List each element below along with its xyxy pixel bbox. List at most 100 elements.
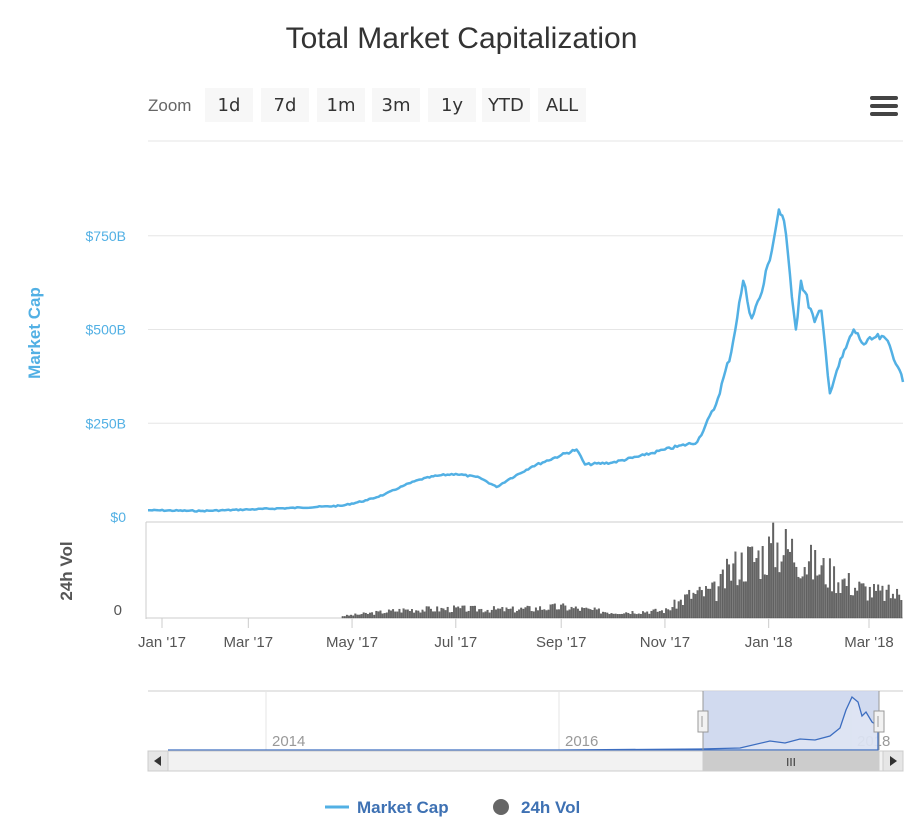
volume-bar [780, 561, 783, 619]
volume-bar [568, 609, 571, 619]
volume-bar [484, 611, 487, 619]
volume-bar [816, 575, 819, 619]
volume-bar [650, 610, 653, 619]
navigator-right-handle[interactable] [873, 710, 885, 733]
zoom-all-button[interactable]: ALL [538, 88, 586, 122]
volume-bar [539, 606, 542, 619]
scrollbar-thumb[interactable] [702, 750, 880, 772]
volume-bar [352, 615, 355, 619]
scroll-left-arrow-icon [154, 756, 161, 766]
volume-bar [566, 610, 569, 619]
volume-bar [868, 586, 871, 619]
volume-bar [784, 529, 787, 619]
volume-bar [505, 607, 508, 619]
volume-bar [824, 584, 827, 619]
volume-bar [564, 605, 567, 619]
volume-bar [757, 550, 760, 619]
volume-bar [398, 608, 401, 619]
volume-bar [881, 585, 884, 619]
x-axis-ticks: Jan '17 Mar '17 May '17 Jul '17 Sep '17 Nov '… [138, 618, 894, 651]
volume-bar [883, 600, 886, 619]
volume-bar [614, 613, 617, 619]
volume-bar [495, 609, 497, 619]
volume-bar [480, 608, 483, 619]
volume-bar [446, 606, 449, 619]
scrollbar[interactable]: III [147, 750, 904, 772]
volume-bar [799, 578, 802, 619]
volume-bar [684, 594, 686, 619]
volume-bar [597, 608, 600, 619]
volume-bar [383, 613, 386, 619]
volume-bar [455, 607, 458, 619]
volume-bar [602, 611, 605, 619]
volume-bar [696, 590, 699, 619]
volume-bar [692, 592, 695, 619]
zoom-1y-button[interactable]: 1y [428, 88, 476, 122]
volume-bar [702, 596, 705, 619]
volume-bar [864, 586, 867, 619]
navigator[interactable]: 2014 2016 2018 [148, 690, 903, 751]
y-tick-label: $750B [86, 228, 126, 244]
navigator-left-handle[interactable] [697, 710, 709, 733]
chart-menu-icon[interactable] [870, 96, 898, 120]
volume-bar [406, 609, 409, 619]
zoom-label: Zoom [148, 96, 192, 115]
legend-volume-label[interactable]: 24h Vol [521, 798, 580, 817]
market-cap-line [148, 208, 905, 513]
volume-bar [726, 558, 728, 619]
volume-bar [852, 595, 854, 619]
volume-bar [814, 550, 817, 619]
volume-bar [604, 612, 607, 619]
volume-bar [654, 608, 657, 619]
volume-bar [740, 552, 743, 619]
volume-bar [639, 613, 642, 619]
zoom-1m-button[interactable]: 1m [317, 88, 365, 122]
volume-bar [520, 607, 523, 619]
volume-bar [677, 601, 680, 619]
volume-bar [847, 573, 850, 619]
legend-market-cap-label[interactable]: Market Cap [357, 798, 449, 817]
volume-bar [534, 607, 537, 619]
volume-bar [673, 599, 676, 619]
volume-bar [448, 612, 451, 619]
volume-bar [885, 589, 888, 619]
zoom-7d-button[interactable]: 7d [261, 88, 309, 122]
chart-title: Total Market Capitalization [285, 22, 638, 55]
zoom-3m-button[interactable]: 3m [372, 88, 420, 122]
volume-bar [749, 547, 752, 619]
volume-bar [572, 608, 575, 619]
volume-bar [839, 593, 842, 619]
volume-bar [747, 546, 749, 619]
volume-bar [776, 542, 779, 619]
volume-bar [474, 605, 476, 619]
zoom-ytd-button[interactable]: YTD [482, 88, 530, 122]
volume-bar [476, 611, 479, 619]
x-tick-label: Mar '18 [844, 634, 894, 651]
volume-bar [818, 574, 821, 619]
volume-bar [526, 605, 529, 619]
volume-bar [499, 608, 502, 619]
volume-bar [793, 562, 796, 619]
volume-bar [444, 610, 447, 619]
x-tick-label: Nov '17 [640, 634, 690, 651]
volume-bar [778, 572, 781, 619]
volume-bar [423, 611, 426, 619]
navigator-tick-2014: 2014 [272, 733, 305, 750]
volume-bar [658, 611, 661, 619]
volume-bar [415, 610, 418, 619]
volume-bar [858, 581, 861, 619]
x-tick-label: Jul '17 [434, 634, 477, 651]
volume-bar [732, 563, 735, 619]
zoom-1d-button[interactable]: 1d [205, 88, 253, 122]
volume-bar [518, 609, 521, 619]
volume-bar [427, 606, 430, 619]
volume-bar [646, 611, 649, 619]
volume-bar [627, 612, 630, 619]
volume-bar [833, 566, 836, 619]
volume-bar [637, 613, 640, 619]
volume-bar [631, 611, 634, 619]
volume-bar [723, 588, 726, 619]
volume-bar [465, 611, 468, 619]
volume-bar [595, 609, 598, 619]
volume-bar [442, 608, 445, 619]
